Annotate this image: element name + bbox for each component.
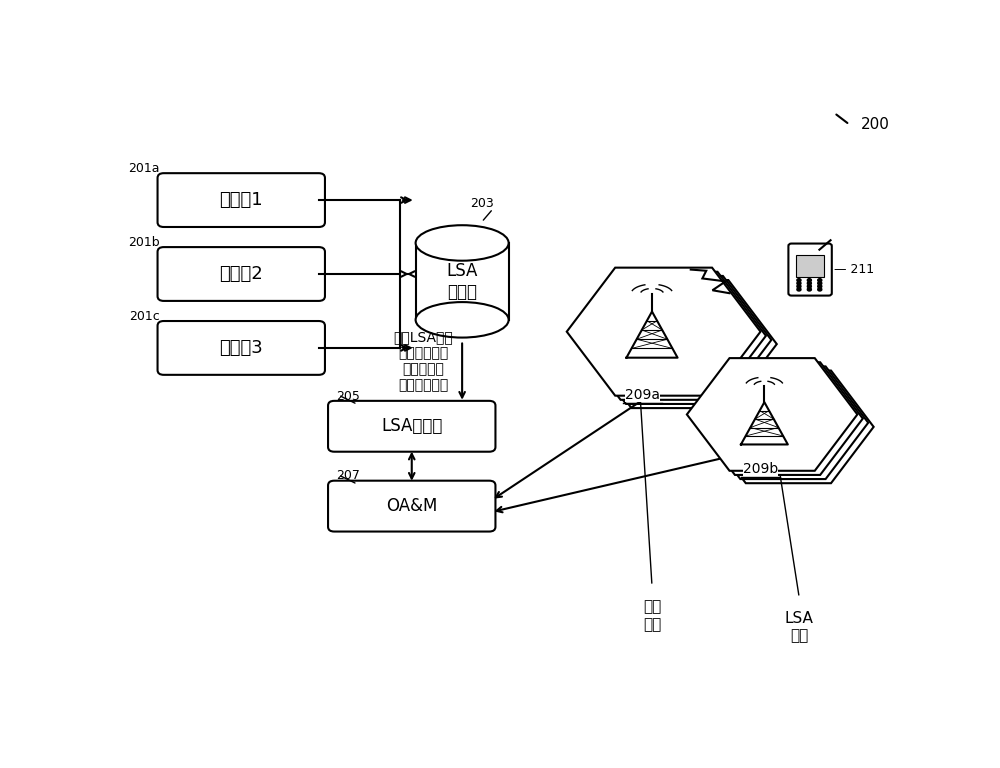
Text: — 211: — 211 <box>834 263 874 276</box>
Polygon shape <box>741 402 788 445</box>
Polygon shape <box>572 272 766 400</box>
FancyBboxPatch shape <box>158 321 325 375</box>
Text: 209b: 209b <box>743 462 778 476</box>
Circle shape <box>797 279 801 282</box>
Text: 207: 207 <box>336 469 360 482</box>
Text: 201a: 201a <box>128 162 160 175</box>
Text: 现任者1: 现任者1 <box>219 191 263 209</box>
Polygon shape <box>703 370 874 483</box>
Text: 201b: 201b <box>128 236 160 249</box>
Text: 授权
频谱: 授权 频谱 <box>643 599 661 632</box>
Text: 现任者2: 现任者2 <box>219 265 263 283</box>
Polygon shape <box>626 312 678 358</box>
Text: LSA
频谱: LSA 频谱 <box>785 611 814 644</box>
Text: 201c: 201c <box>129 310 160 323</box>
Circle shape <box>818 288 822 291</box>
Text: LSA控制器: LSA控制器 <box>381 417 442 435</box>
Polygon shape <box>578 276 771 404</box>
Text: 现任者3: 现任者3 <box>219 339 263 357</box>
Circle shape <box>818 279 822 282</box>
Ellipse shape <box>416 225 509 260</box>
FancyBboxPatch shape <box>328 481 495 531</box>
Polygon shape <box>567 267 761 396</box>
Polygon shape <box>698 366 868 479</box>
Polygon shape <box>687 358 857 471</box>
Bar <box>796 256 824 276</box>
FancyBboxPatch shape <box>328 401 495 452</box>
Circle shape <box>797 288 801 291</box>
Text: OA&M: OA&M <box>386 497 437 515</box>
Circle shape <box>807 282 811 285</box>
Polygon shape <box>583 280 777 408</box>
FancyBboxPatch shape <box>788 243 832 296</box>
Text: 205: 205 <box>336 389 360 402</box>
Text: 203: 203 <box>470 197 494 210</box>
FancyBboxPatch shape <box>158 247 325 301</box>
Bar <box>416 243 509 319</box>
Circle shape <box>818 285 822 288</box>
Circle shape <box>797 282 801 285</box>
Circle shape <box>807 279 811 282</box>
Text: LSA
储存库: LSA 储存库 <box>446 262 478 301</box>
FancyBboxPatch shape <box>158 173 325 227</box>
Text: 关于LSA频谱
随时间、空间
以及频率的
可用性的信息: 关于LSA频谱 随时间、空间 以及频率的 可用性的信息 <box>394 330 453 392</box>
Text: 200: 200 <box>861 118 890 132</box>
Ellipse shape <box>416 302 509 338</box>
Circle shape <box>797 285 801 288</box>
Circle shape <box>807 288 811 291</box>
Text: 209a: 209a <box>625 388 660 402</box>
Polygon shape <box>692 362 863 475</box>
Circle shape <box>807 285 811 288</box>
Circle shape <box>818 282 822 285</box>
